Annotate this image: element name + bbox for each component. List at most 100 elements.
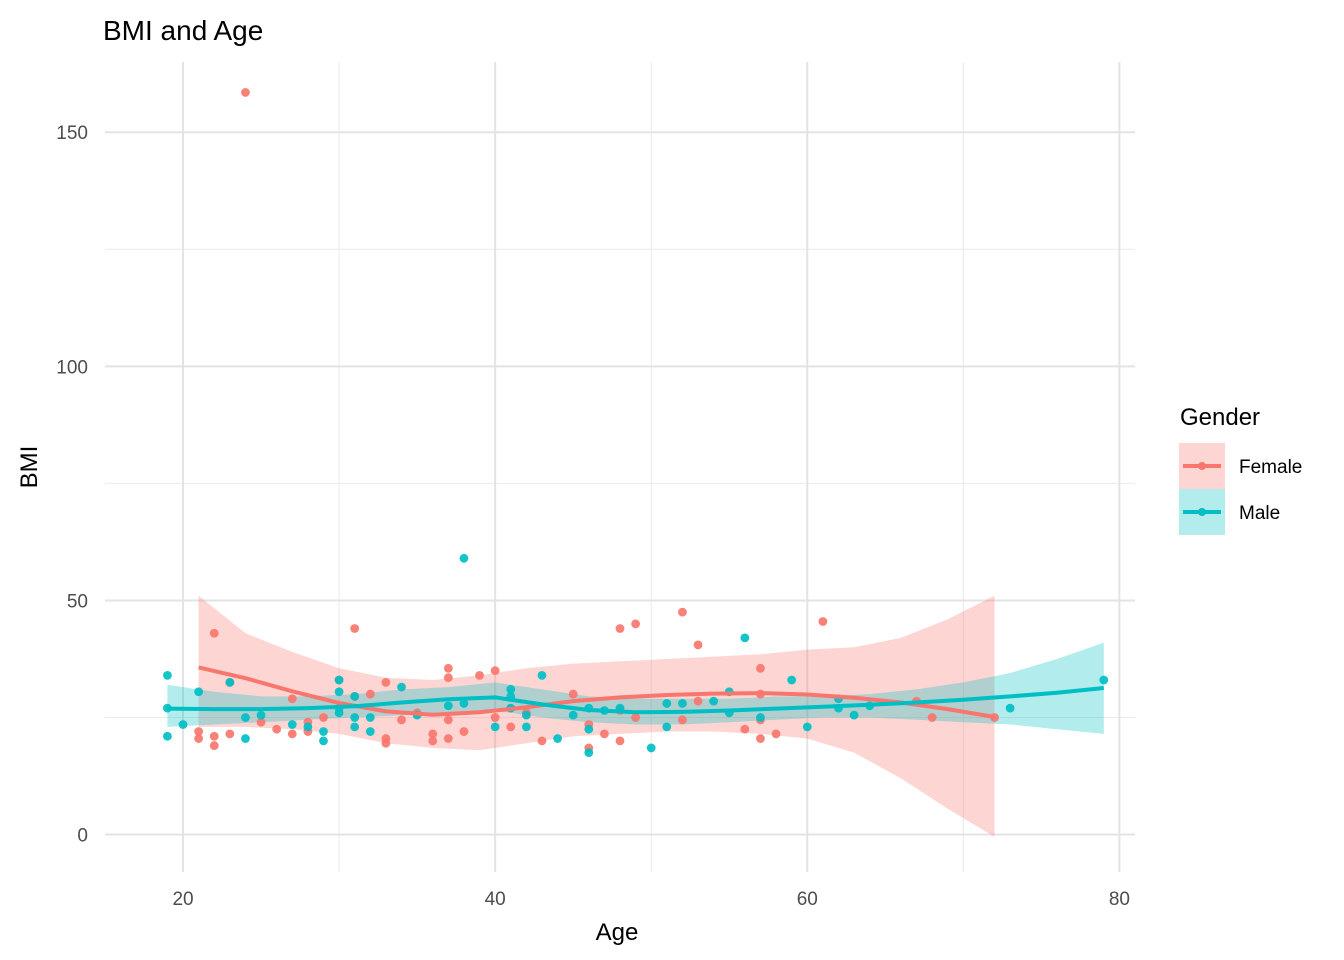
point-female (756, 734, 765, 743)
point-male (584, 724, 594, 734)
legend-keys: Female Male (1179, 443, 1302, 535)
point-female (459, 727, 469, 736)
point-female (568, 689, 578, 699)
point-female (319, 713, 328, 722)
point-male (163, 670, 172, 680)
point-female (272, 724, 282, 734)
y-tick-label: 50 (67, 591, 88, 612)
point-female (615, 624, 625, 633)
point-male (163, 731, 172, 741)
point-female (381, 677, 391, 687)
point-male (709, 696, 719, 706)
x-tick-label: 20 (172, 889, 193, 910)
point-female (381, 734, 391, 743)
point-male (568, 710, 578, 720)
point-male (241, 713, 250, 722)
point-male (537, 670, 547, 680)
x-tick-label: 80 (1109, 889, 1130, 910)
chart-title: BMI and Age (103, 15, 263, 46)
point-male (319, 727, 328, 736)
legend-key-point (1198, 508, 1206, 516)
y-tick-label: 0 (77, 826, 88, 847)
point-female (428, 736, 438, 746)
point-male (334, 708, 344, 718)
point-male (521, 710, 531, 720)
point-female (209, 731, 219, 741)
point-male (553, 734, 562, 743)
point-male (334, 675, 344, 685)
trend-line-male (167, 686, 1104, 715)
point-male (584, 748, 594, 758)
point-male (646, 743, 656, 753)
point-male (490, 722, 500, 732)
point-male (1099, 675, 1109, 685)
ribbon-female (198, 595, 995, 837)
point-male (303, 722, 313, 732)
point-female (927, 713, 937, 722)
point-female (599, 729, 609, 739)
trend-lines (167, 665, 1104, 719)
point-male (459, 553, 469, 563)
point-female (506, 722, 516, 732)
point-female (756, 663, 765, 673)
point-male (787, 675, 797, 685)
point-male (287, 720, 297, 729)
point-female (537, 736, 547, 746)
point-female (194, 734, 204, 743)
point-male (350, 722, 360, 732)
point-female (771, 729, 781, 739)
point-female (241, 88, 250, 97)
point-male (350, 713, 360, 722)
point-female (693, 640, 703, 650)
grid-lines (105, 62, 1135, 872)
point-female (615, 736, 625, 746)
point-female (678, 607, 687, 617)
point-female (818, 617, 828, 626)
point-male (178, 720, 188, 729)
point-female (209, 628, 219, 638)
trend-line-female (198, 665, 995, 719)
point-male (740, 633, 750, 643)
point-male (334, 687, 344, 697)
point-female (209, 741, 219, 750)
point-female (443, 715, 453, 725)
point-male (662, 722, 672, 732)
point-male (662, 699, 672, 708)
x-axis-title: Age (596, 919, 639, 946)
legend-key-point (1198, 462, 1206, 470)
point-female (256, 717, 266, 727)
point-male (256, 710, 266, 720)
point-female (365, 689, 375, 699)
point-male (319, 736, 328, 746)
point-male (225, 677, 235, 687)
point-female (397, 715, 406, 725)
legend-label-male: Male (1239, 503, 1280, 524)
point-female (631, 619, 641, 629)
point-male (756, 713, 765, 722)
y-tick-label: 100 (56, 357, 88, 378)
y-axis-title: BMI (16, 446, 43, 489)
point-male (1005, 703, 1015, 713)
point-female (350, 624, 360, 633)
point-male (241, 734, 250, 743)
point-female (443, 734, 453, 743)
point-male (459, 699, 469, 708)
point-male (365, 713, 375, 722)
point-female (678, 715, 687, 725)
tick-labels: 20 40 60 80 0 50 100 150 (56, 123, 1130, 910)
point-female (631, 713, 641, 722)
point-female (443, 673, 453, 683)
point-female (225, 729, 235, 739)
point-female (490, 713, 500, 722)
point-male (802, 722, 812, 732)
data-points (163, 88, 1109, 758)
point-male (521, 722, 531, 732)
point-male (678, 699, 687, 708)
point-female (475, 670, 484, 680)
point-male (506, 684, 516, 694)
legend-title: Gender (1180, 404, 1260, 431)
point-female (443, 663, 453, 673)
point-male (397, 682, 406, 692)
x-tick-label: 60 (797, 889, 818, 910)
